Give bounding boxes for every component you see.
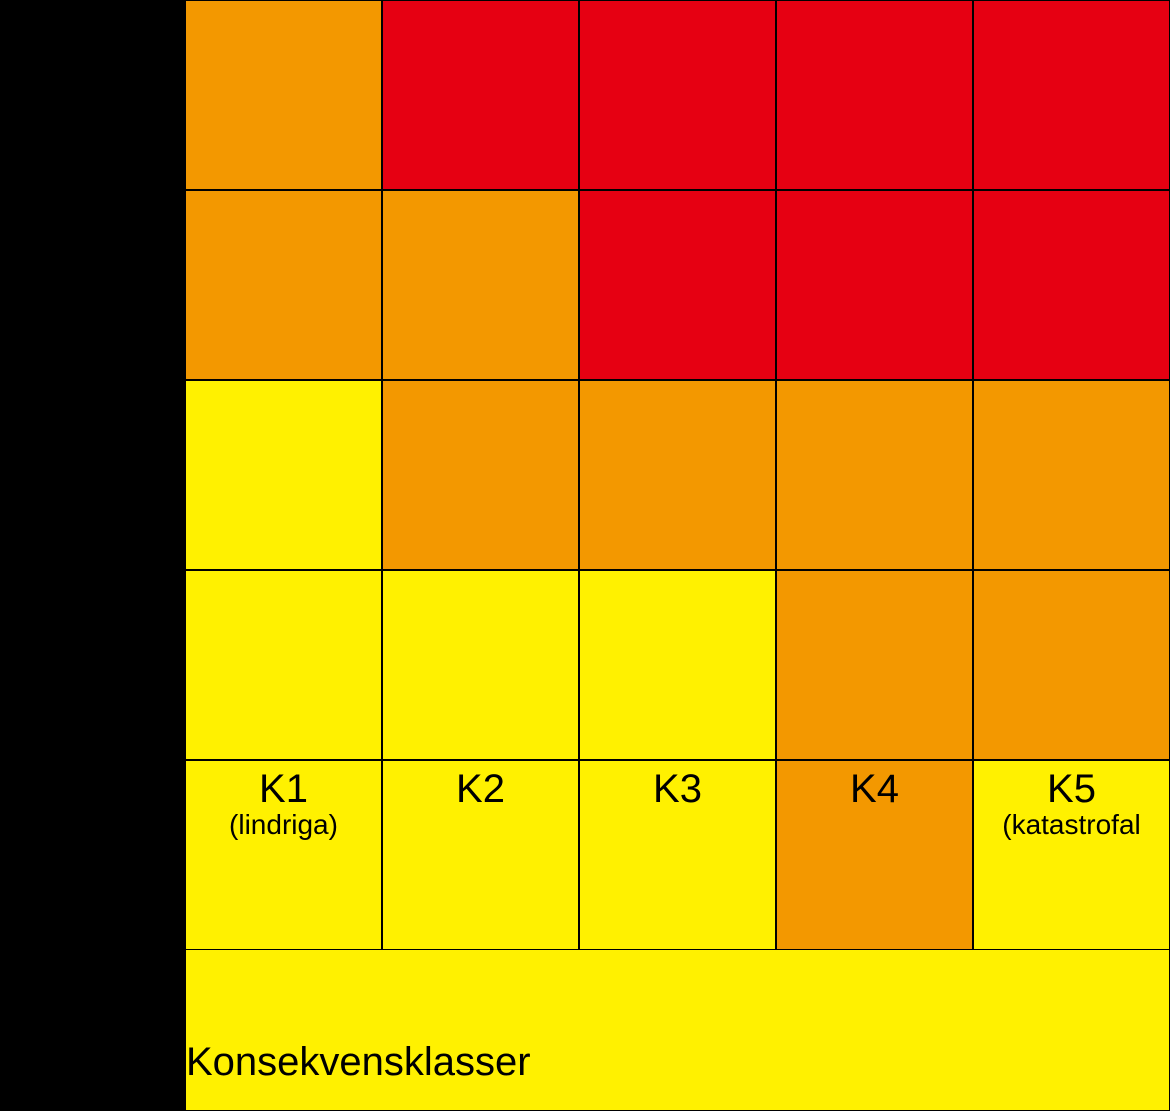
matrix-cell	[776, 380, 973, 570]
matrix-cell	[973, 570, 1170, 760]
matrix-cell	[776, 190, 973, 380]
matrix-cell	[973, 190, 1170, 380]
column-label: K3	[653, 767, 702, 811]
column-sublabel: (lindriga)	[229, 811, 338, 839]
matrix-cell	[973, 380, 1170, 570]
matrix-cell	[579, 190, 776, 380]
risk-matrix-container: K1 (lindriga) K2 K3 K4 K5 (katastrofal K…	[0, 0, 1170, 1111]
matrix-cell	[185, 380, 382, 570]
column-header: K4	[776, 760, 973, 950]
column-label: K4	[850, 767, 899, 811]
column-header: K5 (katastrofal	[973, 760, 1170, 950]
column-label: K1	[259, 767, 308, 811]
matrix-cell	[185, 0, 382, 190]
x-axis-title-row: Konsekvensklasser	[185, 950, 1170, 1111]
column-header: K1 (lindriga)	[185, 760, 382, 950]
matrix-cell	[382, 190, 579, 380]
column-label: K5	[1047, 767, 1096, 811]
x-axis-title: Konsekvensklasser	[186, 1040, 531, 1085]
column-header: K3	[579, 760, 776, 950]
matrix-cell	[185, 570, 382, 760]
matrix-cell	[382, 570, 579, 760]
matrix-cell	[776, 0, 973, 190]
matrix-cell	[382, 0, 579, 190]
matrix-cell	[579, 570, 776, 760]
matrix-cell	[382, 380, 579, 570]
matrix-cell	[776, 570, 973, 760]
matrix-cell	[579, 380, 776, 570]
risk-matrix: K1 (lindriga) K2 K3 K4 K5 (katastrofal K…	[185, 0, 1170, 1111]
column-label: K2	[456, 767, 505, 811]
column-sublabel: (katastrofal	[1002, 811, 1141, 839]
matrix-cell	[185, 190, 382, 380]
column-header: K2	[382, 760, 579, 950]
matrix-cell	[579, 0, 776, 190]
matrix-cell	[973, 0, 1170, 190]
